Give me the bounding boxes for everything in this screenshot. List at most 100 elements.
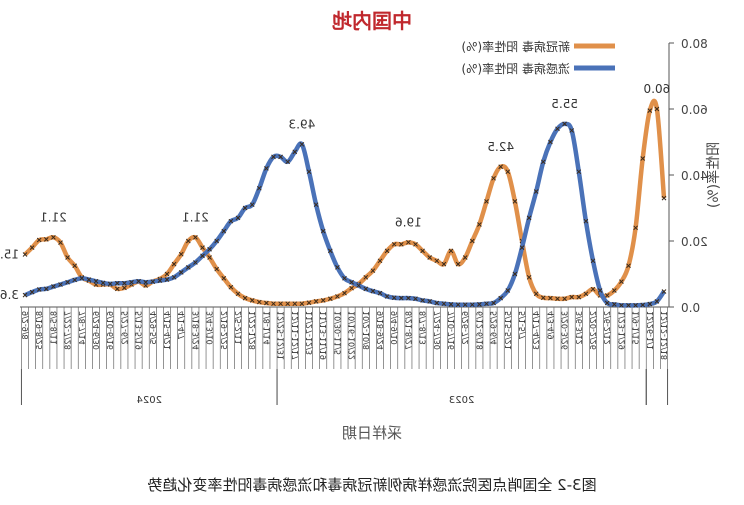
data-point-0 (29, 245, 35, 250)
x-tick-label: 6/10-6/16 (106, 311, 115, 350)
data-point-0 (633, 225, 638, 231)
data-point-1 (129, 279, 134, 285)
data-point-0 (335, 294, 340, 299)
data-point-0 (469, 238, 475, 244)
y-tick-label: 40.0 (681, 169, 708, 183)
data-point-1 (377, 290, 383, 296)
data-point-1 (313, 202, 319, 208)
data-point-0 (640, 156, 646, 161)
x-tick-label: 11/27-12/3 (305, 311, 314, 355)
data-point-0 (200, 245, 205, 250)
x-tick-label: 4/29-5/5 (149, 311, 158, 345)
data-point-1 (512, 271, 518, 277)
chart-title: 中国内地 (332, 9, 412, 33)
data-point-0 (477, 222, 482, 227)
x-tick-label: 3/18-3/24 (191, 311, 200, 350)
data-point-0 (540, 295, 546, 301)
data-point-1 (22, 292, 28, 298)
data-point-0 (611, 288, 617, 293)
x-tick-label: 7/24-7/30 (433, 311, 442, 350)
data-point-1 (93, 278, 99, 284)
data-point-1 (136, 278, 141, 284)
y-tick-label: 80.0 (681, 37, 708, 51)
y-tick-label: 20.0 (681, 235, 708, 249)
x-tick-label: 9/4-9/10 (390, 311, 399, 345)
data-point-1 (200, 253, 205, 259)
data-point-1 (391, 295, 397, 301)
x-tick-label: 5/1-5/7 (518, 311, 527, 340)
data-point-0 (384, 248, 390, 254)
data-point-0 (264, 300, 269, 306)
data-point-0 (455, 261, 461, 267)
data-point-1 (604, 300, 610, 306)
data-point-1 (540, 159, 546, 165)
data-point-1 (448, 302, 454, 307)
year-label: 2023 (449, 395, 474, 406)
data-point-1 (434, 300, 440, 306)
x-tick-label: 8/19-8/25 (35, 311, 44, 350)
data-point-0 (327, 296, 333, 302)
data-point-0 (185, 238, 191, 244)
data-point-1 (164, 277, 170, 282)
data-label: 49.3 (289, 117, 316, 131)
data-point-1 (292, 149, 298, 155)
data-point-0 (164, 271, 170, 277)
data-point-1 (519, 245, 525, 250)
data-point-1 (207, 246, 212, 252)
data-point-0 (72, 263, 78, 269)
x-tick-label: 9/2-9/8 (21, 311, 30, 340)
x-tick-label: 5/27-6/2 (120, 311, 129, 345)
data-point-0 (590, 286, 596, 292)
x-tick-label: 12/12-12/18 (660, 311, 669, 360)
data-point-0 (626, 263, 631, 269)
data-point-1 (484, 301, 489, 307)
y-tick-label: 0.0 (681, 301, 700, 315)
data-point-1 (249, 202, 255, 208)
data-point-0 (406, 239, 411, 245)
data-point-0 (498, 164, 504, 170)
data-point-1 (626, 302, 631, 308)
data-point-1 (278, 154, 283, 160)
data-point-1 (185, 265, 191, 270)
data-point-1 (264, 166, 269, 171)
x-tick-label: 8/5-8/11 (49, 311, 58, 345)
data-point-1 (647, 301, 653, 307)
data-point-0 (505, 169, 511, 175)
data-point-0 (427, 255, 433, 260)
x-tick-label: 12/11-12/17 (291, 311, 300, 360)
data-point-0 (320, 298, 326, 303)
x-tick-label: 6/12-6/18 (475, 311, 484, 350)
data-point-1 (469, 302, 475, 308)
data-point-0 (271, 301, 276, 307)
data-point-0 (533, 291, 539, 297)
data-point-1 (548, 139, 553, 145)
data-point-0 (58, 240, 63, 246)
data-point-0 (604, 293, 610, 298)
x-tick-label: 2/20-2/26 (589, 311, 598, 350)
data-point-0 (242, 295, 248, 301)
data-point-1 (214, 238, 220, 244)
data-point-0 (448, 248, 454, 254)
data-point-1 (327, 248, 333, 254)
data-point-1 (349, 279, 354, 285)
data-point-0 (313, 299, 319, 304)
data-point-1 (356, 283, 362, 288)
data-point-1 (178, 269, 184, 275)
x-tick-label: 9/18-9/24 (376, 311, 385, 350)
data-point-0 (342, 290, 347, 296)
data-point-0 (171, 261, 177, 267)
data-point-0 (207, 255, 212, 260)
x-tick-label: 4/15-4/21 (163, 311, 172, 350)
data-point-0 (178, 251, 184, 257)
data-point-1 (619, 302, 624, 308)
data-point-1 (143, 279, 149, 285)
data-point-1 (157, 278, 163, 283)
data-label: 60.0 (644, 82, 671, 96)
data-point-0 (491, 175, 496, 181)
data-point-1 (569, 128, 575, 133)
data-point-0 (65, 255, 70, 260)
data-label: 19.6 (395, 215, 422, 229)
data-point-0 (647, 108, 653, 114)
data-point-0 (221, 275, 227, 281)
x-tick-label: 10/16-10/22 (348, 311, 357, 360)
